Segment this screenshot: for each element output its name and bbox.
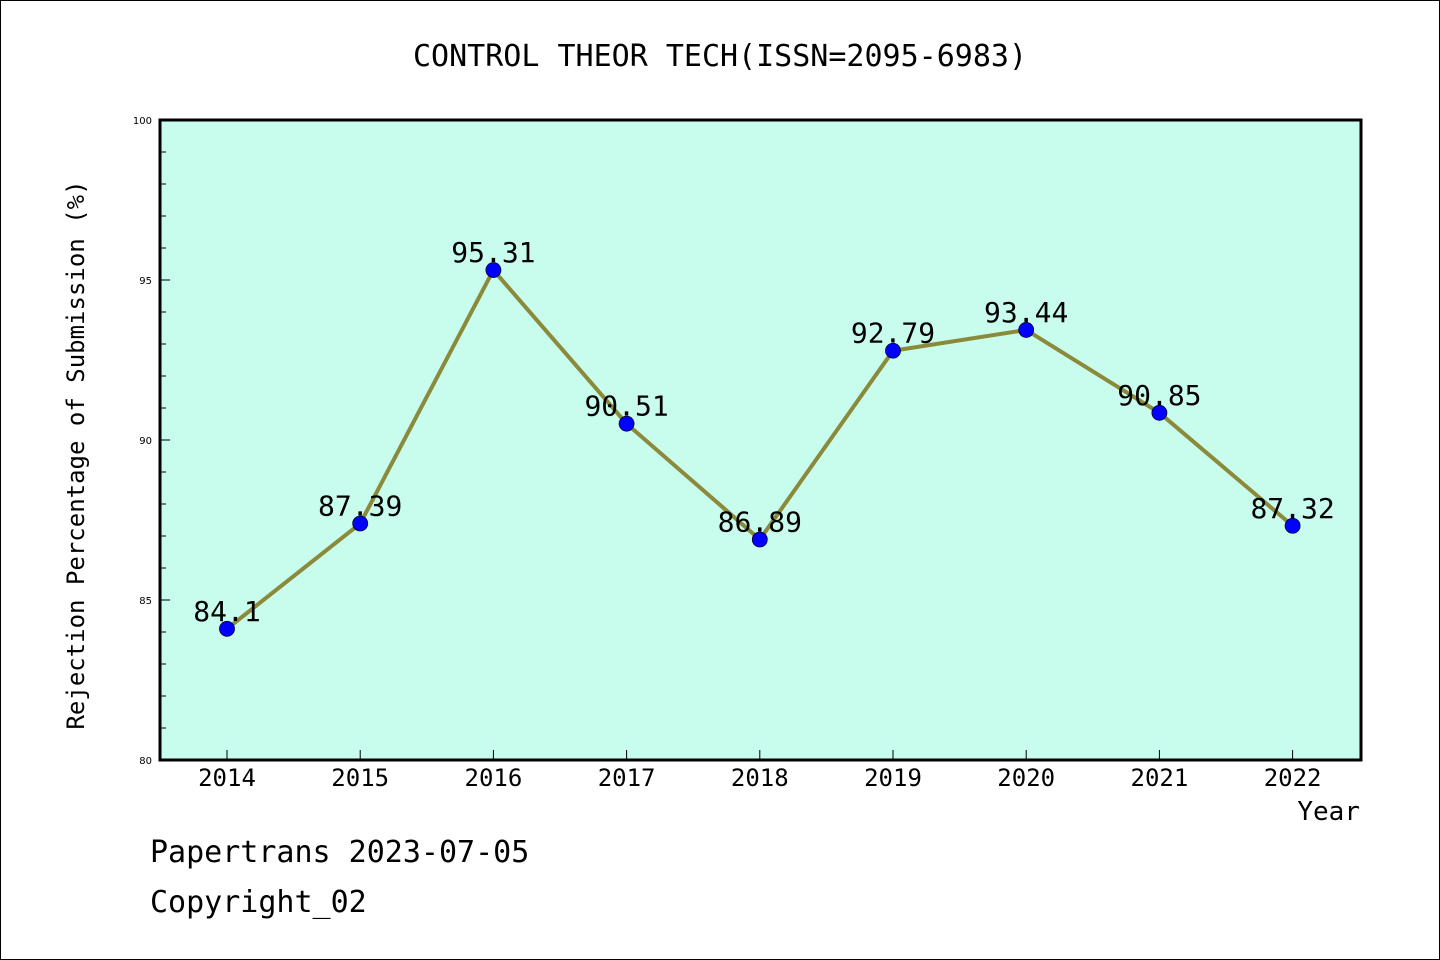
y-tick-label: 90	[139, 436, 152, 447]
x-tick-label: 2014	[198, 764, 256, 792]
x-tick-label: 2017	[598, 764, 656, 792]
data-point-marker	[485, 262, 502, 278]
x-tick-label: 2015	[331, 764, 389, 792]
chart-title: CONTROL THEOR TECH(ISSN=2095-6983)	[413, 39, 1027, 74]
x-tick-label: 2016	[465, 764, 523, 792]
data-point-marker	[751, 531, 768, 548]
data-label: 92.79	[851, 317, 935, 350]
data-labels: 84.1 87.39 95.31 90.51 86.89 92.79 93.44 90.85 8…	[193, 236, 1334, 628]
data-label: 93.44	[984, 296, 1068, 329]
x-axis-label: Year	[1297, 797, 1360, 827]
y-axis-label: Rejection Percentage of Submission (%)	[62, 180, 90, 729]
data-point-marker	[1018, 322, 1035, 338]
data-label: 84.1	[193, 595, 260, 628]
plot-area	[158, 118, 1363, 762]
y-tick-label: 80	[139, 756, 152, 767]
y-axis-ticks: 80 85 90 95 100	[133, 116, 170, 767]
data-label: 90.51	[584, 390, 668, 423]
y-tick-label: 100	[133, 116, 152, 127]
y-tick-label: 85	[139, 596, 152, 607]
x-tick-label: 2022	[1264, 764, 1322, 792]
data-label: 87.39	[318, 490, 402, 523]
x-tick-label: 2021	[1131, 764, 1189, 792]
x-tick-label: 2020	[997, 764, 1055, 792]
data-label: 90.85	[1117, 379, 1201, 412]
data-label: 95.31	[451, 236, 535, 269]
data-label: 87.32	[1250, 492, 1334, 525]
x-tick-label: 2019	[864, 764, 922, 792]
y-tick-label: 95	[139, 276, 152, 287]
data-point-marker	[219, 620, 235, 637]
data-point-marker	[618, 415, 635, 432]
footer-line-2: Copyright_02	[150, 885, 367, 920]
data-point-marker	[885, 342, 901, 359]
data-point-marker	[1151, 404, 1168, 421]
footer-line-1: Papertrans 2023-07-05	[150, 835, 530, 870]
x-axis-ticks: 2014 2015 2016 2017 2018 2019 2020 2021 2022	[198, 750, 1321, 792]
data-label: 86.89	[718, 506, 802, 539]
data-point-marker	[1284, 517, 1301, 534]
data-point-marker	[352, 515, 369, 532]
x-tick-label: 2018	[731, 764, 789, 792]
data-markers	[219, 262, 1301, 637]
